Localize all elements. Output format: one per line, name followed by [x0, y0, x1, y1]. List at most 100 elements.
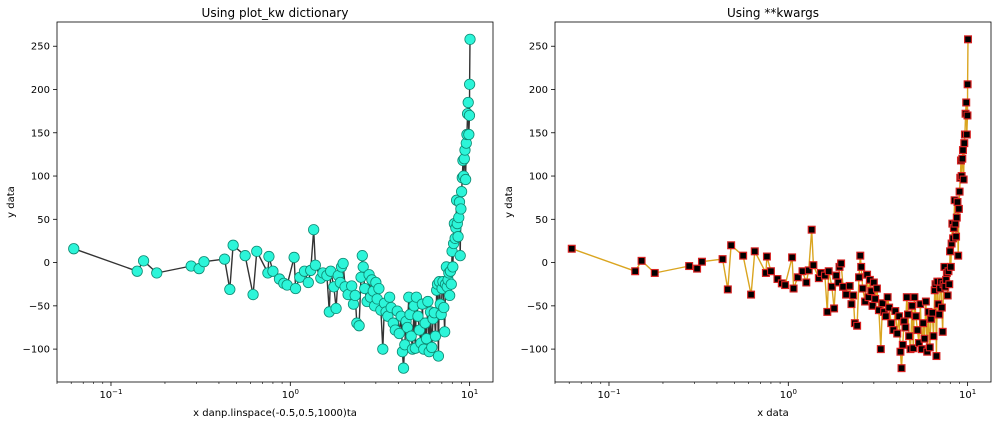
data-point — [893, 329, 902, 338]
data-point — [857, 262, 866, 271]
data-point — [960, 139, 969, 148]
data-point — [377, 343, 389, 355]
x-tick-label-base: 10 — [780, 390, 793, 401]
y-tick-label: 0 — [44, 258, 50, 269]
data-point — [289, 282, 302, 295]
data-point — [650, 268, 659, 277]
data-point — [954, 204, 963, 213]
data-point — [685, 262, 694, 271]
x-tick-label: 101 — [461, 388, 478, 401]
data-point — [393, 327, 405, 340]
data-point — [958, 154, 967, 163]
data-point — [901, 323, 910, 332]
x-tick-label: 101 — [959, 388, 976, 401]
data-point — [909, 344, 918, 353]
data-point — [908, 301, 917, 310]
data-point — [845, 281, 854, 290]
data-point — [349, 289, 361, 302]
data-point — [464, 33, 476, 45]
y-axis-label: y data — [504, 186, 515, 218]
data-point — [793, 273, 802, 282]
y-tick-label: −100 — [521, 345, 548, 356]
data-point — [445, 278, 457, 290]
data-point — [962, 130, 971, 139]
data-point — [762, 252, 771, 261]
data-point — [727, 241, 736, 250]
x-tick-label-exponent: 1 — [474, 388, 478, 396]
data-point — [308, 224, 320, 236]
data-point — [954, 251, 963, 260]
data-point — [834, 278, 843, 287]
chart-panel-kwargs: Using **kwargs 10−1 100 101−100−5005010015… — [504, 6, 992, 419]
y-tick-label: 0 — [542, 258, 548, 269]
data-point — [804, 266, 813, 275]
y-tick-label: −50 — [527, 301, 548, 312]
data-point — [935, 310, 944, 319]
plot-area — [554, 21, 992, 383]
data-point — [444, 289, 456, 302]
data-point — [405, 330, 417, 342]
chart-title: Using **kwargs — [727, 6, 819, 20]
x-tick-label-exponent: −1 — [610, 388, 620, 396]
data-point — [567, 244, 576, 253]
data-point — [932, 352, 941, 361]
x-tick-label-exponent: 0 — [792, 388, 796, 396]
data-point — [718, 255, 727, 264]
data-point — [353, 320, 365, 332]
data-point — [872, 284, 881, 293]
x-tick-label-exponent: 1 — [972, 388, 976, 396]
data-point — [137, 255, 150, 267]
data-point — [876, 345, 885, 354]
x-tick-label-exponent: 0 — [294, 388, 298, 396]
data-point — [452, 231, 464, 243]
data-point — [463, 109, 476, 122]
data-point — [913, 326, 922, 335]
data-point — [454, 250, 466, 262]
data-point — [631, 267, 640, 276]
data-point — [750, 247, 759, 256]
data-point — [878, 299, 887, 308]
data-point — [896, 347, 905, 356]
y-tick-label: 200 — [529, 85, 548, 96]
data-point — [267, 265, 279, 277]
data-point — [218, 253, 231, 265]
data-point — [958, 146, 967, 155]
data-point — [802, 278, 811, 287]
data-point — [952, 213, 961, 222]
data-point — [945, 280, 954, 289]
data-point — [346, 280, 358, 292]
data-point — [773, 275, 782, 284]
data-point — [455, 203, 467, 215]
data-point — [251, 245, 263, 257]
data-point — [739, 251, 748, 260]
data-point — [963, 80, 972, 89]
data-point — [943, 291, 952, 300]
data-point — [823, 307, 832, 316]
data-point — [962, 98, 971, 107]
data-point — [938, 327, 947, 336]
data-point — [871, 294, 880, 303]
data-point — [964, 35, 973, 44]
data-point — [637, 256, 646, 265]
data-point — [849, 291, 858, 300]
data-point — [693, 264, 702, 273]
data-point — [905, 332, 914, 341]
data-point — [895, 312, 904, 321]
data-point — [952, 232, 961, 241]
data-point — [357, 261, 369, 273]
data-point — [356, 250, 368, 262]
data-point — [781, 281, 790, 290]
data-point — [198, 256, 210, 268]
data-point — [247, 288, 259, 301]
data-point — [853, 321, 862, 330]
data-point — [929, 332, 938, 341]
data-point — [384, 291, 396, 303]
data-point — [837, 259, 846, 268]
marker-layer — [68, 33, 476, 374]
data-point — [824, 267, 833, 276]
data-point — [439, 326, 451, 338]
data-point — [412, 310, 424, 322]
data-point — [919, 319, 928, 328]
data-point — [911, 312, 920, 321]
